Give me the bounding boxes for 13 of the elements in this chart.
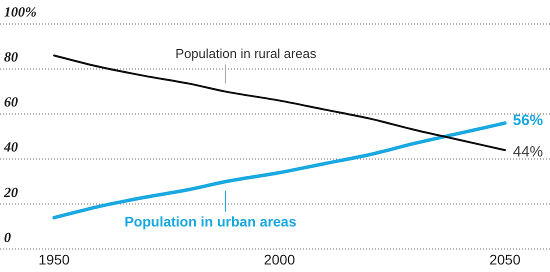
y-tick-label: 60: [4, 96, 18, 111]
x-tick-label: 2050: [489, 251, 521, 268]
data-label: 56%: [512, 112, 543, 130]
y-tick-label: 100%: [4, 6, 37, 21]
legend-label: Population in urban areas: [124, 214, 297, 230]
y-tick-label: 20: [3, 186, 18, 201]
x-tick-label: 1950: [38, 251, 70, 268]
x-tick-label: 2000: [264, 251, 296, 268]
y-tick-label: 80: [4, 50, 18, 66]
series-label: Population in rural areas: [175, 46, 317, 62]
y-tick-label: 0: [4, 230, 11, 246]
data-label: 44%: [512, 143, 543, 160]
y-tick-label: 40: [3, 140, 18, 156]
